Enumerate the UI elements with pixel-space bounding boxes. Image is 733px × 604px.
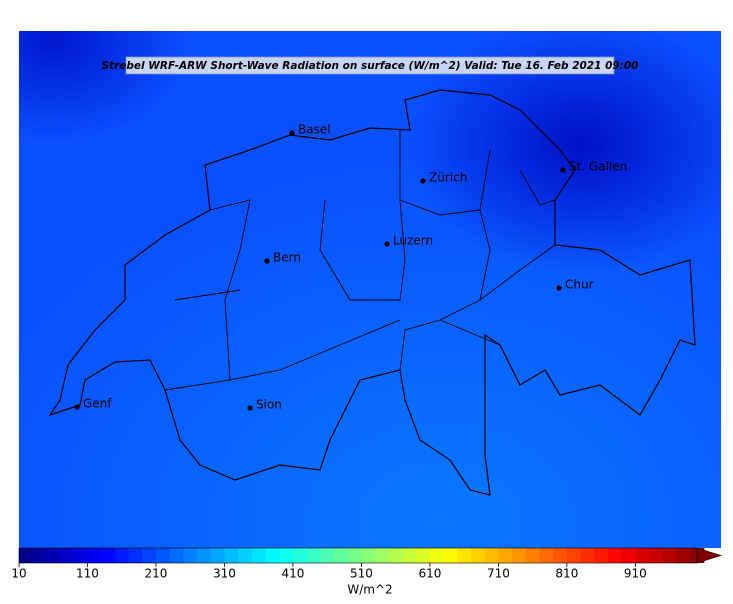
colorbar-segment [334, 548, 349, 563]
colorbar-segment [512, 548, 527, 563]
colorbar-segment [60, 548, 75, 563]
colorbar-segment [580, 548, 595, 563]
colorbar-segment [525, 548, 540, 563]
colorbar-segment [251, 548, 267, 563]
colorbar-segment [429, 548, 445, 563]
colorbar-segment [155, 548, 171, 563]
border [48, 89, 696, 496]
colorbar-segment [498, 548, 513, 563]
colorbar-segment [320, 548, 335, 563]
city-dot [420, 178, 426, 184]
colorbar-extension [696, 547, 723, 564]
field-shade [19, 31, 721, 548]
colorbar-segment [443, 548, 458, 563]
colorbar-segment [279, 548, 294, 563]
city-dot [264, 258, 270, 264]
colorbar-segment [457, 548, 472, 563]
colorbar-tick-label: 410 [281, 567, 304, 581]
colorbar-tick-label: 110 [76, 567, 99, 581]
city-label: Sion [256, 398, 282, 412]
colorbar-segment [101, 548, 116, 563]
colorbar-segment [142, 548, 157, 563]
colorbar-segment [607, 548, 623, 563]
colorbar-tick-label: 310 [213, 567, 236, 581]
city-label: Chur [565, 278, 594, 292]
colorbar-segment [553, 548, 568, 563]
colorbar-segment [306, 548, 321, 563]
colorbar-segment [361, 548, 376, 563]
colorbar-segment [197, 548, 212, 563]
colorbar-segment [114, 548, 130, 563]
colorbar-segment [402, 548, 417, 563]
colorbar-tick-label: 710 [487, 567, 510, 581]
colorbar-segment [375, 548, 390, 563]
colorbar-segment [19, 548, 34, 563]
colorbar-tick-label: 210 [145, 567, 168, 581]
canton-borders [164, 130, 556, 391]
colorbar-segment [210, 548, 225, 563]
colorbar-segment [539, 548, 554, 563]
colorbar: 10 110 210 310 410 510 610 710 810 910 W/m^2 [11, 547, 723, 597]
colorbar-segment [649, 548, 664, 563]
colorbar-segment [621, 548, 636, 563]
city-label: Bern [273, 251, 301, 265]
city-label: St. Gallen [569, 160, 627, 174]
city-label: Luzern [393, 234, 433, 248]
colorbar-segment [183, 548, 198, 563]
city-dot [556, 285, 562, 291]
map-title: Strebel WRF-ARW Short-Wave Radiation on … [102, 60, 639, 72]
city-dot [384, 241, 390, 247]
cities: Basel Zürich St. Gallen Luzern Bern Chur Genf S… [74, 123, 627, 412]
city-dot [560, 167, 566, 173]
city-dot [289, 130, 295, 136]
colorbar-segment [484, 548, 499, 563]
colorbar-segment [128, 548, 143, 563]
colorbar-segment [662, 548, 677, 563]
city-dot [74, 404, 80, 410]
city-label: Zürich [429, 171, 467, 185]
colorbar-segment [238, 548, 253, 563]
colorbar-segment [388, 548, 404, 563]
colorbar-frame [18, 547, 698, 564]
colorbar-segment [471, 548, 486, 563]
colorbar-segment [347, 548, 362, 563]
colorbar-segment [46, 548, 61, 563]
city-dot [247, 405, 253, 411]
colorbar-tick-label: 510 [350, 567, 373, 581]
title-box [125, 56, 615, 75]
colorbar-segment [73, 548, 88, 563]
colorbar-segment [87, 548, 102, 563]
colorbar-segment [292, 548, 308, 563]
colorbar-tick-label: 610 [418, 567, 441, 581]
colorbar-tick-label: 10 [11, 567, 26, 581]
city-label: Basel [298, 123, 331, 137]
colorbar-segment [676, 548, 691, 563]
map: Strebel WRF-ARW Short-Wave Radiation on … [19, 31, 721, 548]
colorbar-segment [224, 548, 239, 563]
colorbar-segment [169, 548, 184, 563]
colorbar-tick-label: 810 [555, 567, 578, 581]
colorbar-segment [566, 548, 582, 563]
colorbar-label: W/m^2 [347, 583, 392, 597]
colorbar-segment [416, 548, 431, 563]
colorbar-segment [265, 548, 280, 563]
colorbar-tick-label: 910 [624, 567, 647, 581]
city-label: Genf [83, 397, 112, 411]
colorbar-segment [594, 548, 609, 563]
colorbar-segment [32, 548, 47, 563]
colorbar-segment [635, 548, 650, 563]
